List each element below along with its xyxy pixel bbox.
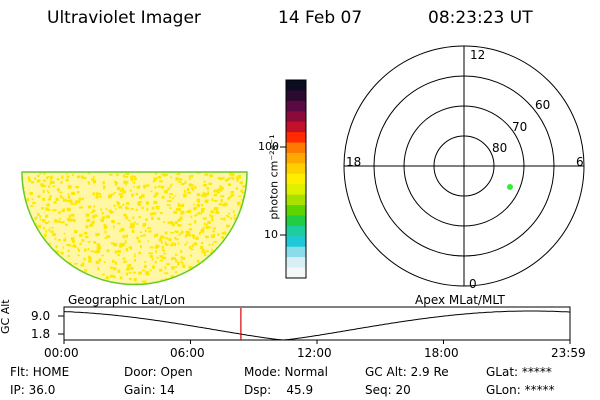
geographic-label: Geographic Lat/Lon xyxy=(68,293,186,307)
colorbar-cell xyxy=(286,173,306,185)
colorbar-cell xyxy=(286,225,306,237)
colorbar-cell xyxy=(286,152,306,164)
instrument-title: Ultraviolet Imager xyxy=(47,8,201,28)
colorbar-tick-label-10: 10 xyxy=(264,228,278,241)
dsp-status: Dsp: 45.9 xyxy=(244,383,314,397)
x-tick-label-2359: 23:59 xyxy=(551,346,586,360)
colorbar-cell xyxy=(286,236,306,248)
colorbar-cell xyxy=(286,194,306,206)
x-tick-label-0000: 00:00 xyxy=(44,346,79,360)
mlt-label-12: 12 xyxy=(470,48,486,62)
colorbar-cell xyxy=(286,142,306,154)
lat-label-60: 60 xyxy=(535,98,551,112)
x-tick-label-0600: 06:00 xyxy=(170,346,205,360)
colorbar-tick-label-100: 100 xyxy=(258,140,279,153)
gc-alt-axis-label: GC Alt xyxy=(0,299,12,334)
lat-label-70: 70 xyxy=(512,120,528,134)
door-status: Door: Open xyxy=(124,365,193,379)
y-tick-label-1-8: 1.8 xyxy=(31,327,51,341)
date-label: 14 Feb 07 xyxy=(278,8,363,28)
y-tick-label-9: 9.0 xyxy=(31,309,51,323)
colorbar-cell xyxy=(286,100,306,112)
colorbar-cell xyxy=(286,111,306,123)
colorbar-cell xyxy=(286,80,306,91)
glon-status: GLon: ***** xyxy=(486,383,555,397)
ip-status: IP: 36.0 xyxy=(10,383,56,397)
glat-status: GLat: ***** xyxy=(486,365,552,379)
x-tick-label-1800: 18:00 xyxy=(424,346,459,360)
colorbar-cell xyxy=(286,121,306,133)
time-label: 08:23:23 UT xyxy=(428,8,533,28)
colorbar-cell xyxy=(286,215,306,227)
colorbar-cell xyxy=(286,267,306,279)
colorbar-cell xyxy=(286,90,306,102)
filter-status: Flt: HOME xyxy=(10,365,70,379)
colorbar-cell xyxy=(286,257,306,268)
colorbar-cell xyxy=(286,184,306,196)
lat-label-80: 80 xyxy=(492,141,508,155)
mlt-label-18: 18 xyxy=(346,155,362,169)
colorbar-cell xyxy=(286,163,306,175)
x-tick-label-1200: 12:00 xyxy=(297,346,332,360)
polar-data-point xyxy=(507,184,513,190)
gain-status: Gain: 14 xyxy=(124,383,175,397)
colorbar-cell xyxy=(286,205,306,216)
colorbar-cell xyxy=(286,246,306,258)
mode-status: Mode: Normal xyxy=(244,365,328,379)
mlt-label-0: 0 xyxy=(469,277,477,291)
mlt-label-6: 6 xyxy=(576,155,584,169)
gc-alt-status: GC Alt: 2.9 Re xyxy=(365,365,449,379)
seq-status: Seq: 20 xyxy=(365,383,411,397)
apex-label: Apex MLat/MLT xyxy=(415,293,505,307)
colorbar-cell xyxy=(286,132,306,143)
